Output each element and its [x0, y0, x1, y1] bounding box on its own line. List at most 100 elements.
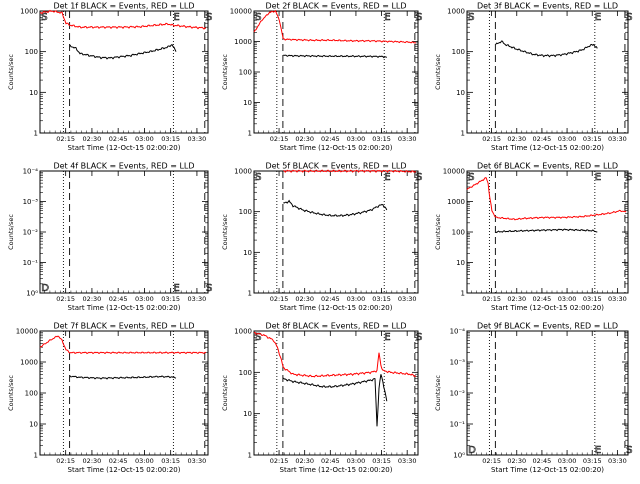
- marker-letter: S: [206, 283, 212, 294]
- marker-letter: S: [255, 12, 261, 23]
- x-tick-label: 02:45: [533, 295, 552, 303]
- y-axis-label: Counts/sec: [434, 375, 442, 411]
- plot-frame: [253, 330, 419, 456]
- marker-letter: E: [173, 283, 179, 294]
- x-tick-label: 02:45: [533, 457, 552, 465]
- panel-title: Det 7f BLACK = Events, RED = LLD: [53, 322, 194, 331]
- panel-title: Det 4f BLACK = Events, RED = LLD: [53, 162, 194, 171]
- x-tick-label: 03:30: [608, 295, 627, 303]
- y-tick-label: 10⁻⁴: [23, 168, 39, 176]
- marker-letter: S: [626, 172, 632, 183]
- x-tick-label: 03:30: [398, 135, 417, 143]
- panel-det-3f: Det 3f BLACK = Events, RED = LLD Counts/s…: [434, 2, 633, 153]
- y-tick-label: 10⁻¹: [450, 421, 466, 429]
- plot-frame: [466, 10, 629, 134]
- x-tick-label: 03:15: [161, 295, 180, 303]
- x-tick-label: 03:15: [583, 295, 602, 303]
- x-tick-label: 02:30: [295, 135, 314, 143]
- marker-letter: S: [206, 12, 212, 23]
- series-line-lld: [39, 9, 207, 30]
- x-tick-label: 02:30: [83, 457, 102, 465]
- x-tick-label: 02:45: [533, 135, 552, 143]
- x-tick-label: 02:30: [507, 457, 526, 465]
- x-tick-label: 03:00: [347, 135, 366, 143]
- x-tick-label: 02:15: [482, 135, 501, 143]
- panel-title: Det 3f BLACK = Events, RED = LLD: [477, 2, 618, 11]
- x-axis-label: Start Time (12-Oct-15 02:00:20): [280, 466, 393, 474]
- marker-letter: E: [384, 12, 390, 23]
- x-tick-label: 03:15: [372, 295, 391, 303]
- panel-det-5f: Det 5f BLACK = Events, RED = LLD Counts/s…: [221, 162, 423, 313]
- plot-frame: [39, 330, 209, 456]
- y-axis-label: Counts/sec: [434, 214, 442, 250]
- marker-letter: S: [416, 332, 422, 343]
- y-tick-label: 1: [248, 452, 252, 460]
- x-tick-label: 02:45: [321, 295, 340, 303]
- y-tick-label: 1000: [447, 198, 465, 206]
- y-tick-label: 100: [452, 48, 465, 56]
- y-axis-label: Counts/sec: [7, 375, 15, 411]
- plot-frame: [466, 170, 629, 294]
- series-line-events: [69, 375, 177, 380]
- marker-letter: S: [468, 12, 474, 23]
- y-tick-label: 100: [25, 48, 38, 56]
- x-tick-label: 02:15: [270, 457, 289, 465]
- marker-letter: E: [595, 445, 601, 456]
- marker-letter: E: [384, 172, 390, 183]
- panel-det-9f: Det 9f BLACK = Events, RED = LLD Counts/s…: [434, 322, 633, 475]
- panel-det-8f: Det 8f BLACK = Events, RED = LLD Counts/s…: [221, 322, 423, 475]
- y-axis-label: Counts/sec: [7, 214, 15, 250]
- panel-title: Det 8f BLACK = Events, RED = LLD: [265, 322, 406, 331]
- panel-det-2f: Det 2f BLACK = Events, RED = LLD Counts/s…: [221, 2, 423, 153]
- x-tick-label: 02:15: [270, 135, 289, 143]
- series-line-events: [282, 374, 388, 427]
- x-tick-label: 03:00: [135, 457, 154, 465]
- y-tick-label: 10: [243, 410, 252, 418]
- panel-det-7f: Det 7f BLACK = Events, RED = LLD Counts/s…: [7, 322, 209, 474]
- y-tick-label: 10⁻³: [23, 198, 39, 206]
- plot-frame: [466, 330, 629, 456]
- x-tick-label: 02:15: [56, 295, 75, 303]
- plot-frame: [39, 170, 209, 294]
- x-tick-label: 03:30: [398, 457, 417, 465]
- series-line-events: [495, 228, 598, 234]
- y-tick-label: 100: [25, 390, 38, 398]
- y-tick-label: 1000: [20, 8, 38, 16]
- y-tick-label: 1000: [234, 38, 252, 46]
- x-tick-label: 02:15: [482, 457, 501, 465]
- y-tick-label: 10000: [230, 8, 252, 16]
- x-tick-label: 03:30: [188, 295, 207, 303]
- x-axis-label: Start Time (12-Oct-15 02:00:20): [280, 304, 393, 312]
- marker-letter: S: [416, 12, 422, 23]
- marker-letter: S: [416, 172, 422, 183]
- y-tick-label: 100: [452, 229, 465, 237]
- x-tick-label: 02:15: [270, 295, 289, 303]
- panel-title: Det 1f BLACK = Events, RED = LLD: [53, 2, 194, 11]
- y-tick-label: 1000: [234, 328, 252, 336]
- y-tick-label: 10000: [16, 328, 38, 336]
- y-tick-label: 10⁰: [453, 452, 465, 460]
- x-axis-label: Start Time (12-Oct-15 02:00:20): [491, 304, 604, 312]
- series-line-events: [283, 54, 388, 59]
- y-axis-label: Counts/sec: [434, 54, 442, 90]
- series-line-lld: [283, 169, 416, 173]
- panel-title: Det 6f BLACK = Events, RED = LLD: [477, 162, 618, 171]
- y-tick-label: 10: [243, 99, 252, 107]
- x-tick-label: 02:15: [56, 457, 75, 465]
- x-tick-label: 02:45: [109, 135, 128, 143]
- y-tick-label: 1: [34, 452, 38, 460]
- y-axis-label: Counts/sec: [221, 214, 229, 250]
- x-axis-label: Start Time (12-Oct-15 02:00:20): [280, 144, 393, 152]
- x-tick-label: 03:15: [161, 457, 180, 465]
- marker-letter: S: [255, 332, 261, 343]
- panel-title: Det 2f BLACK = Events, RED = LLD: [265, 2, 406, 11]
- x-tick-label: 03:15: [372, 457, 391, 465]
- y-tick-label: 100: [239, 369, 252, 377]
- marker-letter: E: [384, 332, 390, 343]
- plot-frame: [253, 170, 419, 294]
- marker-letter: S: [255, 172, 261, 183]
- marker-letter: S: [626, 12, 632, 23]
- x-tick-label: 03:30: [188, 135, 207, 143]
